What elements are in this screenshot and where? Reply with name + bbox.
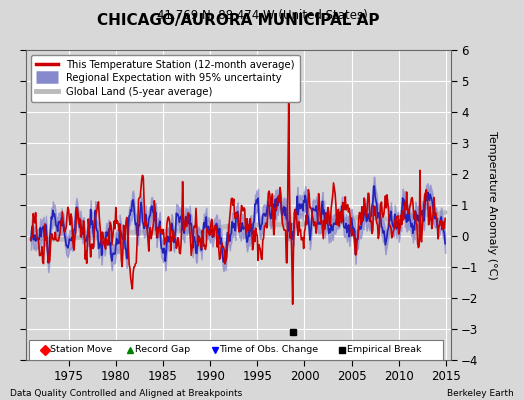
Text: Time of Obs. Change: Time of Obs. Change [220,346,319,354]
Text: Berkeley Earth: Berkeley Earth [447,389,514,398]
Y-axis label: Temperature Anomaly (°C): Temperature Anomaly (°C) [487,131,497,279]
FancyBboxPatch shape [29,340,443,360]
Text: 41.769 N, 88.474 W (United States): 41.769 N, 88.474 W (United States) [157,9,367,22]
Text: Empirical Break: Empirical Break [347,346,421,354]
Text: Station Move: Station Move [50,346,112,354]
Legend:  [31,55,41,65]
Text: Record Gap: Record Gap [135,346,190,354]
Text: Data Quality Controlled and Aligned at Breakpoints: Data Quality Controlled and Aligned at B… [10,389,243,398]
Title: CHICAGO/AURORA MUNICIPAL AP: CHICAGO/AURORA MUNICIPAL AP [97,13,380,28]
